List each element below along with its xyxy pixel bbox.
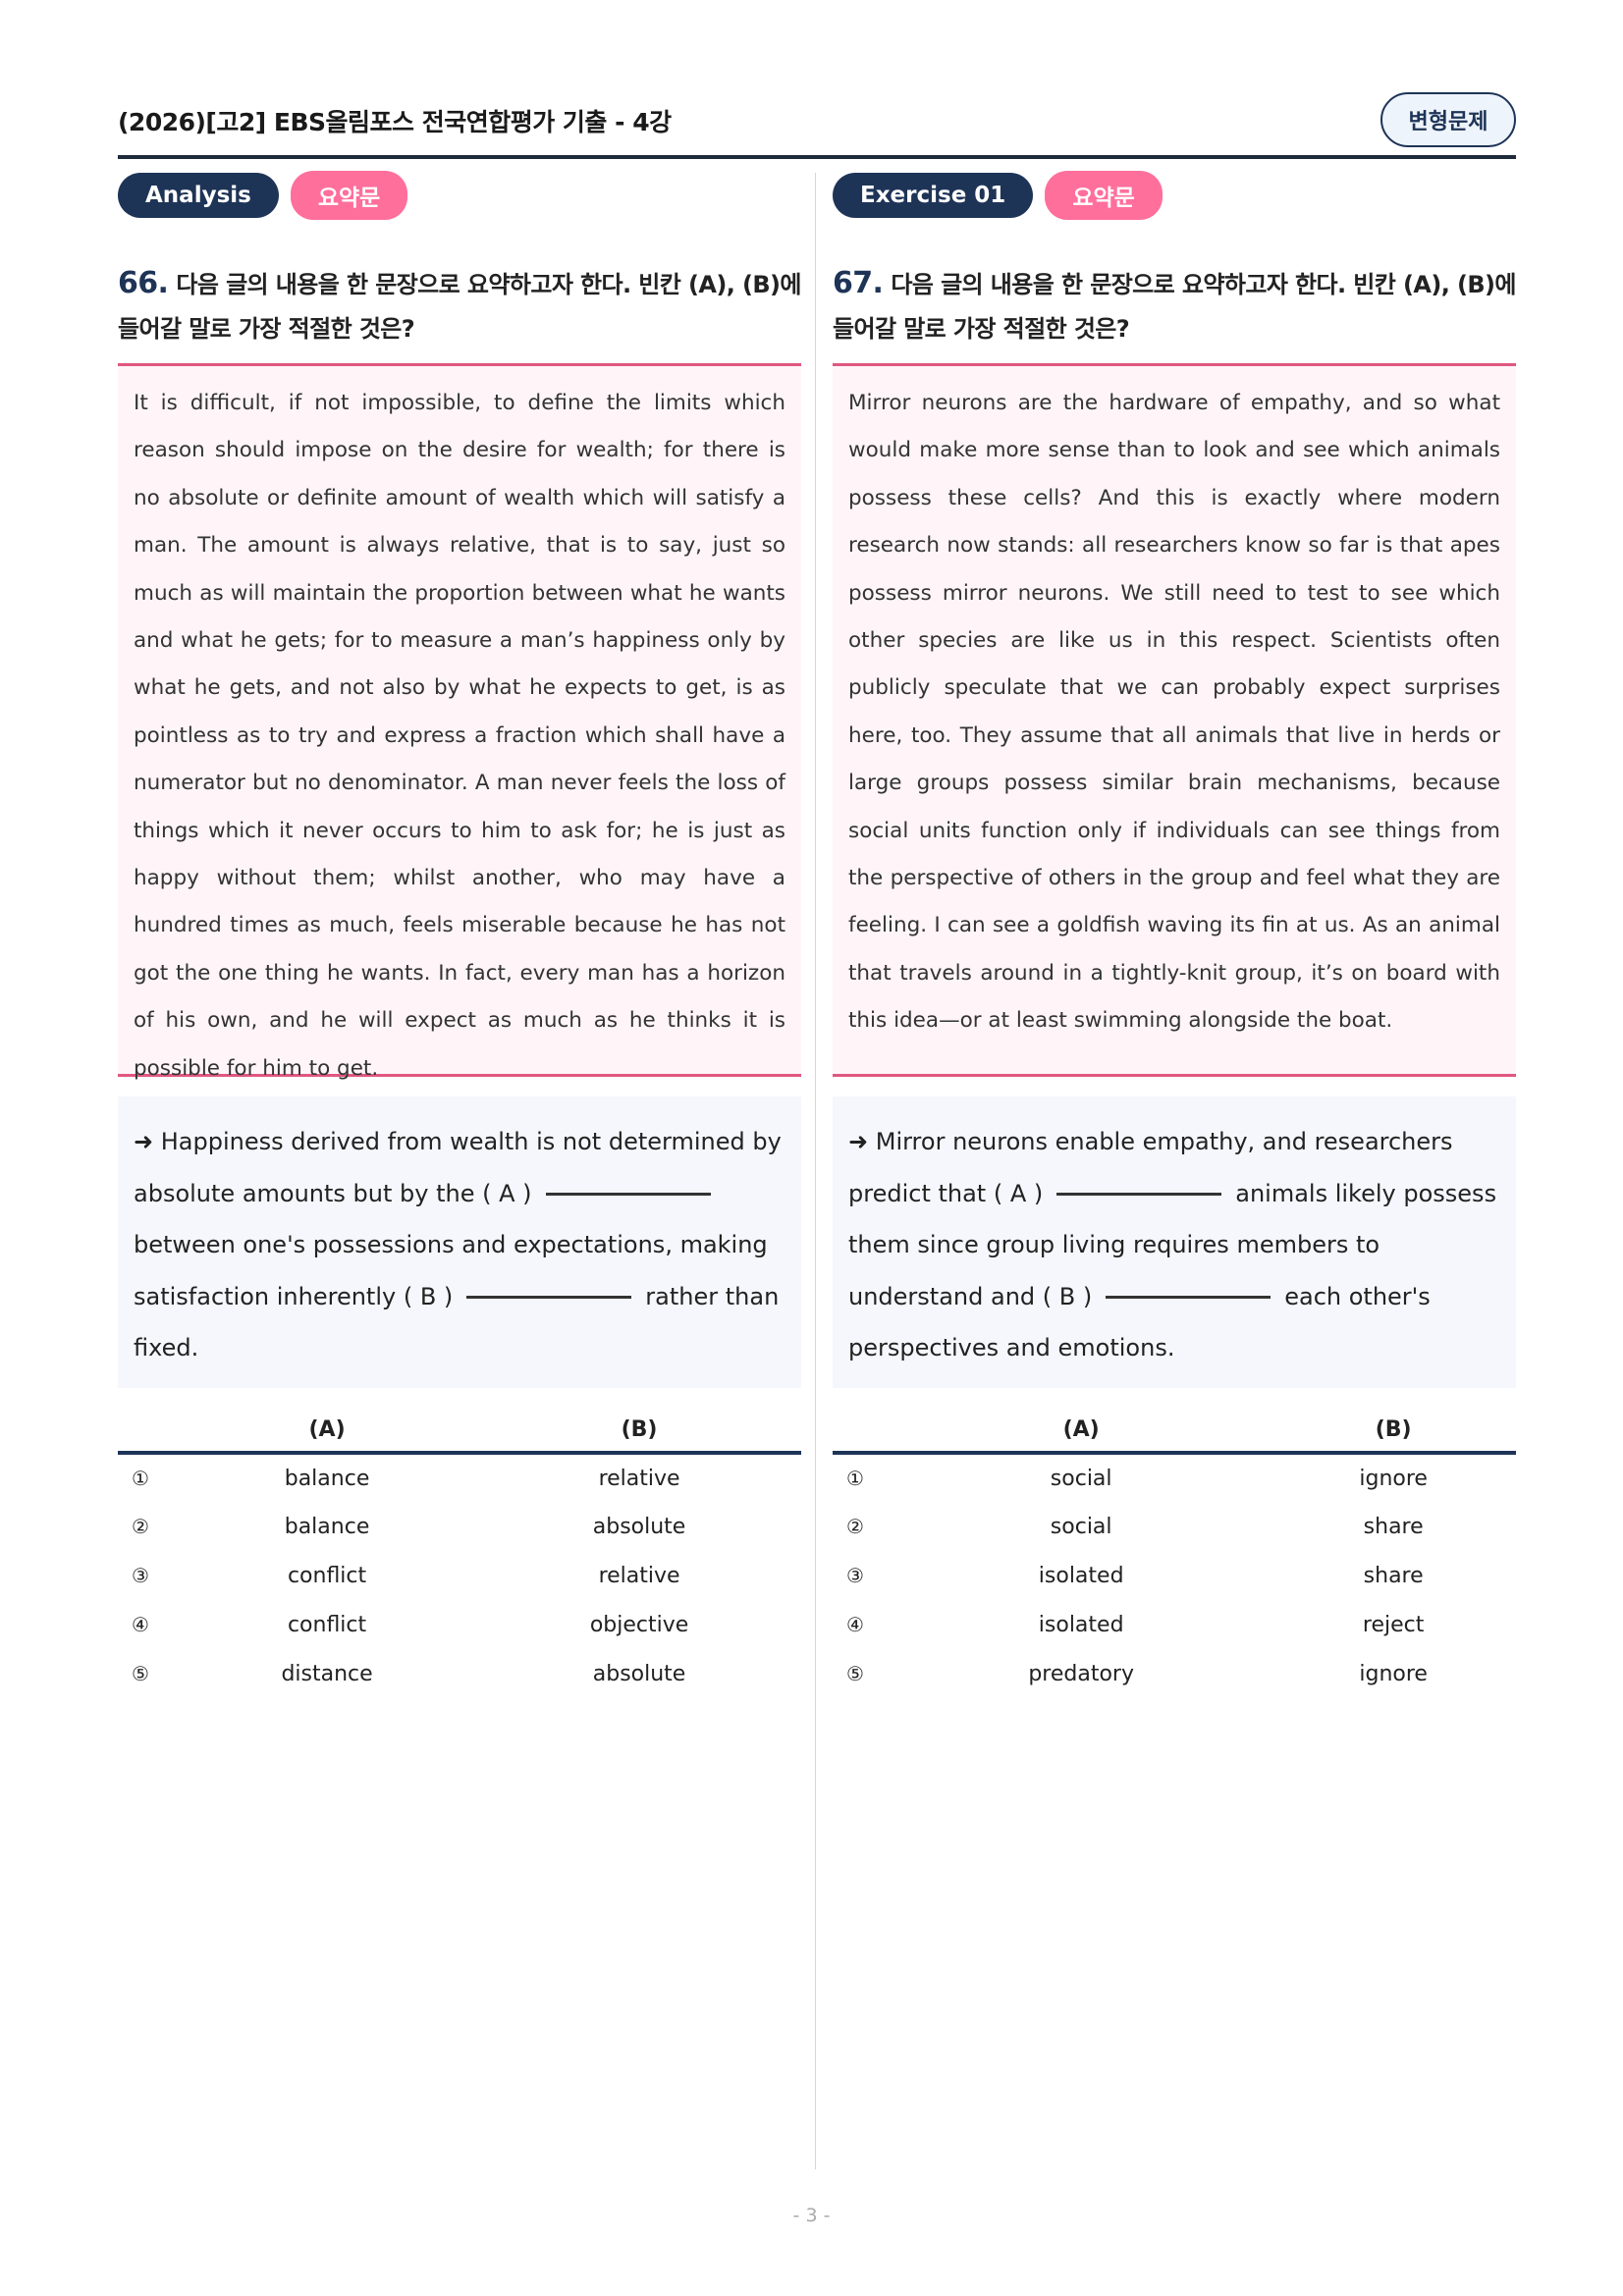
summary-part-2: between one's possessions and expectatio… [134, 1231, 768, 1310]
option-b: ignore [1359, 1466, 1428, 1491]
option-a: social [1050, 1514, 1112, 1539]
option-a: isolated [1038, 1612, 1124, 1637]
blank-a [545, 1193, 711, 1196]
summary-part-2: animals likely possess them since group … [848, 1179, 1497, 1310]
option-row[interactable]: ① balance relative [118, 1453, 801, 1502]
page-number: - 3 - [792, 2205, 831, 2226]
header-rule [118, 155, 1516, 159]
option-number: ② [132, 1515, 149, 1538]
question-number: 66. [118, 266, 169, 300]
option-number: ① [846, 1467, 864, 1490]
option-number: ② [846, 1515, 864, 1538]
option-b: share [1363, 1563, 1424, 1588]
option-row[interactable]: ① social ignore [833, 1453, 1516, 1502]
option-number: ④ [846, 1613, 864, 1636]
header-a: (A) [177, 1408, 478, 1455]
option-row[interactable]: ④ isolated reject [833, 1600, 1516, 1649]
option-number: ⑤ [846, 1662, 864, 1685]
header-cell [118, 1408, 177, 1455]
option-row[interactable]: ⑤ predatory ignore [833, 1649, 1516, 1698]
option-number: ③ [132, 1564, 149, 1587]
page-title: (2026)[고2] EBS올림포스 전국연합평가 기출 - 4강 [118, 108, 672, 136]
option-a: conflict [287, 1563, 367, 1588]
header-b: (B) [477, 1408, 801, 1455]
option-number: ③ [846, 1564, 864, 1587]
option-row[interactable]: ② social share [833, 1502, 1516, 1551]
summary-part-1: ➜ Happiness derived from wealth is not d… [134, 1128, 782, 1207]
summary-box: ➜ Happiness derived from wealth is not d… [118, 1096, 801, 1388]
options-table: (A) (B) ① balance relative ② balance absolute… [118, 1408, 801, 1698]
summary-part-3: rather than fixed. [134, 1282, 780, 1362]
summary-part-3: each other's perspectives and emotions. [848, 1282, 1431, 1362]
question: 67. 다음 글의 내용을 한 문장으로 요약하고자 한다. 빈칸 (A), (B… [833, 261, 1517, 351]
summary-part-1: ➜ Mirror neurons enable empathy, and res… [848, 1128, 1453, 1207]
option-b: relative [598, 1563, 680, 1588]
option-number: ① [132, 1467, 149, 1490]
passage: Mirror neurons are the hardware of empat… [833, 363, 1516, 1077]
blank-b [1106, 1296, 1271, 1299]
option-number: ⑤ [132, 1662, 149, 1685]
question-text: 다음 글의 내용을 한 문장으로 요약하고자 한다. 빈칸 (A), (B)에 … [833, 271, 1517, 343]
option-b: objective [589, 1612, 689, 1637]
option-b: share [1363, 1514, 1424, 1539]
option-b: absolute [592, 1514, 686, 1539]
header-b: (B) [1271, 1408, 1516, 1455]
type-tag: 요약문 [290, 171, 408, 220]
variant-badge: 변형문제 [1380, 92, 1516, 147]
option-b: absolute [592, 1661, 686, 1686]
section-tag: Exercise 01 [833, 173, 1034, 218]
option-b: ignore [1359, 1661, 1428, 1686]
summary-box: ➜ Mirror neurons enable empathy, and res… [833, 1096, 1516, 1388]
header-cell [833, 1408, 892, 1455]
section-tag: Analysis [118, 173, 279, 218]
option-number: ④ [132, 1613, 149, 1636]
right-column: Exercise 01 요약문 67. 다음 글의 내용을 한 문장으로 요약하고… [833, 171, 1517, 1698]
option-row[interactable]: ③ conflict relative [118, 1551, 801, 1600]
option-a: conflict [287, 1612, 367, 1637]
option-b: reject [1362, 1612, 1425, 1637]
question-number: 67. [833, 266, 884, 300]
type-tag: 요약문 [1045, 171, 1163, 220]
option-a: balance [284, 1466, 370, 1491]
question: 66. 다음 글의 내용을 한 문장으로 요약하고자 한다. 빈칸 (A), (B… [118, 261, 802, 351]
header-a: (A) [892, 1408, 1271, 1455]
option-a: balance [284, 1514, 370, 1539]
option-row[interactable]: ③ isolated share [833, 1551, 1516, 1600]
left-column: Analysis 요약문 66. 다음 글의 내용을 한 문장으로 요약하고자 한… [118, 171, 802, 1698]
option-a: distance [281, 1661, 373, 1686]
passage: It is difficult, if not impossible, to d… [118, 363, 801, 1081]
option-a: predatory [1028, 1661, 1134, 1686]
option-a: isolated [1038, 1563, 1124, 1588]
option-row[interactable]: ⑤ distance absolute [118, 1649, 801, 1698]
option-row[interactable]: ② balance absolute [118, 1502, 801, 1551]
options-table: (A) (B) ① social ignore ② social share ③ isola… [833, 1408, 1516, 1698]
column-divider [815, 173, 816, 2169]
option-b: relative [598, 1466, 680, 1491]
option-row[interactable]: ④ conflict objective [118, 1600, 801, 1649]
option-a: social [1050, 1466, 1112, 1491]
blank-b [466, 1296, 632, 1299]
question-text: 다음 글의 내용을 한 문장으로 요약하고자 한다. 빈칸 (A), (B)에 … [118, 271, 802, 343]
blank-a [1056, 1193, 1222, 1196]
